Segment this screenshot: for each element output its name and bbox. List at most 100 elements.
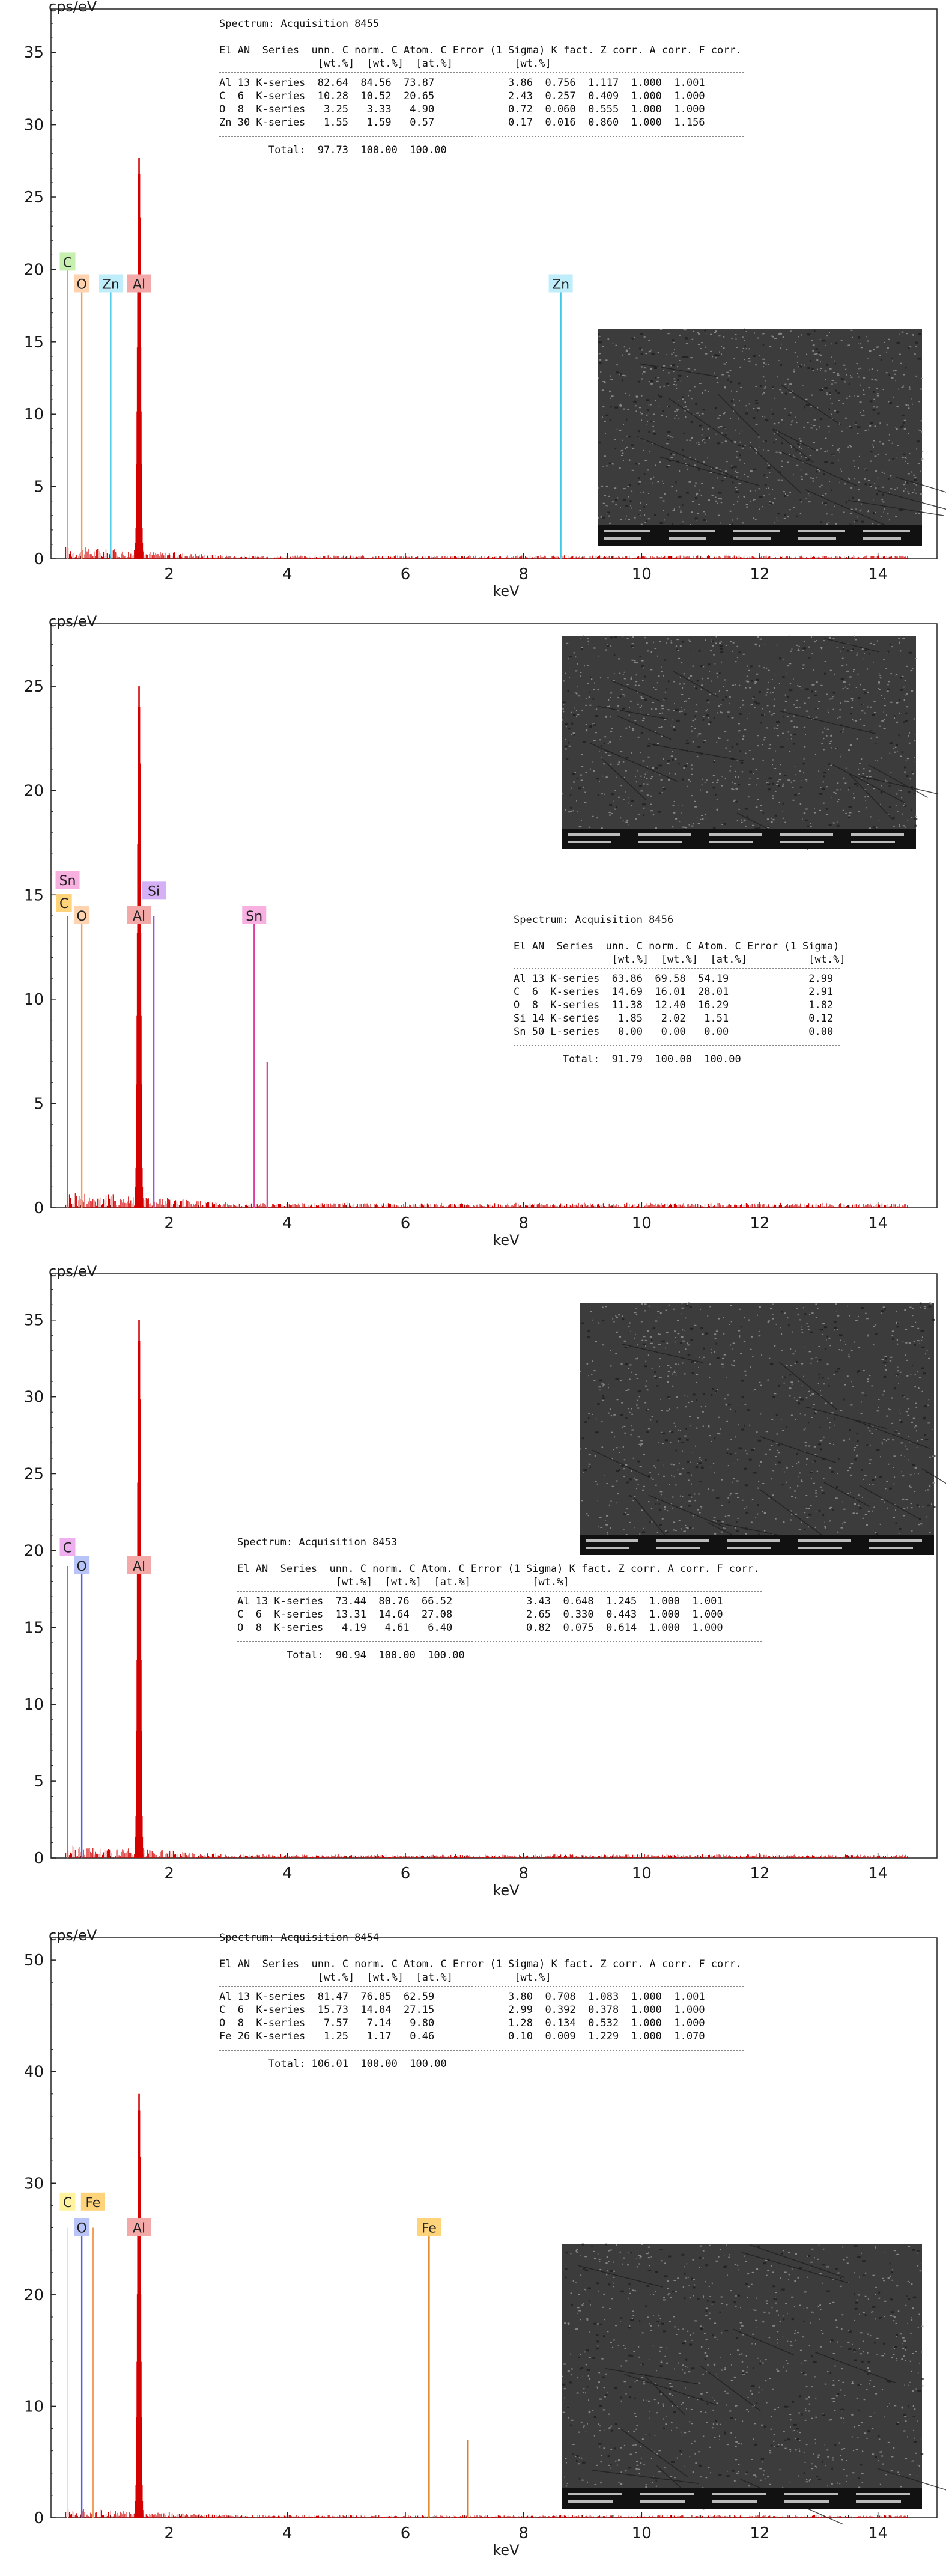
eds-spectrum-panel-3: 0 5 10 15 20 25 30 35 2 4 6 8 10 12 14 cps/eV keV CO Al Spe… bbox=[24, 1263, 946, 1899]
x-tick-label: 14 bbox=[868, 1214, 888, 1232]
y-tick-label: 5 bbox=[34, 1095, 44, 1113]
y-tick-label: 10 bbox=[24, 991, 44, 1009]
sem-info-text bbox=[712, 2500, 757, 2503]
table-row: C 6 K-series 13.31 14.64 27.08 2.65 0.33… bbox=[237, 1609, 723, 1621]
peak-label-box bbox=[74, 274, 90, 293]
x-axis-label: keV bbox=[493, 1882, 520, 1899]
x-axis-label: keV bbox=[493, 583, 520, 600]
sem-scratches bbox=[592, 1344, 946, 1544]
peak-label-box bbox=[99, 274, 123, 293]
y-tick-label: 35 bbox=[24, 1312, 44, 1330]
sem-info-text bbox=[727, 1539, 780, 1542]
x-tick-label: 6 bbox=[401, 2524, 411, 2542]
x-tick-label: 12 bbox=[750, 1865, 769, 1883]
table-header-units: [wt.%] [wt.%] [at.%] [wt.%] bbox=[237, 1576, 569, 1588]
background-continuum bbox=[65, 547, 908, 559]
peak-label-box bbox=[127, 2218, 151, 2236]
table-row: Zn 30 K-series 1.55 1.59 0.57 0.17 0.016… bbox=[219, 117, 705, 129]
y-tick-label: 40 bbox=[24, 2063, 44, 2081]
background-continuum bbox=[65, 1193, 908, 1208]
table-title: Spectrum: Acquisition 8455 bbox=[219, 18, 379, 30]
peak-label: Al bbox=[133, 278, 145, 293]
x-axis-label: keV bbox=[493, 2542, 520, 2559]
x-tick-label: 8 bbox=[518, 1865, 529, 1883]
sem-texture bbox=[562, 2244, 924, 2489]
peak-label-box bbox=[74, 906, 90, 924]
peak-label: Al bbox=[133, 909, 145, 924]
table-header-units: [wt.%] [wt.%] [at.%] [wt.%] bbox=[514, 954, 846, 966]
sem-texture bbox=[562, 635, 917, 829]
peak-label: Al bbox=[133, 2221, 145, 2236]
y-tick-label: 0 bbox=[34, 1850, 44, 1868]
y-tick-label: 30 bbox=[24, 2175, 44, 2193]
y-tick-label: 5 bbox=[34, 1773, 44, 1791]
peak-label-box bbox=[242, 906, 267, 924]
x-axis-label: keV bbox=[493, 1232, 520, 1249]
y-tick-label: 5 bbox=[34, 478, 44, 496]
sem-image-background bbox=[580, 1303, 934, 1555]
sem-info-bar bbox=[562, 2488, 922, 2509]
y-tick-label: 10 bbox=[24, 1696, 44, 1714]
y-tick-label: 10 bbox=[24, 2398, 44, 2416]
y-tick-label: 20 bbox=[24, 261, 44, 279]
x-tick-label: 14 bbox=[868, 565, 888, 583]
peak-label: Al bbox=[133, 1559, 145, 1574]
sem-info-text bbox=[733, 537, 771, 540]
x-tick-label: 10 bbox=[632, 2524, 652, 2542]
sem-info-text bbox=[856, 2500, 901, 2503]
sem-image-background bbox=[562, 636, 916, 849]
x-tick-label: 4 bbox=[282, 1865, 293, 1883]
peak-label-box bbox=[56, 894, 72, 912]
sem-info-text bbox=[798, 530, 845, 532]
table-row: Al 13 K-series 82.64 84.56 73.87 3.86 0.… bbox=[219, 77, 705, 89]
sem-info-text bbox=[851, 841, 895, 843]
sem-info-text bbox=[568, 2500, 613, 2503]
peak-label-box bbox=[142, 881, 166, 900]
sem-info-text bbox=[727, 1547, 771, 1549]
sem-texture-dark bbox=[581, 1302, 936, 1536]
x-tick-label: 12 bbox=[750, 2524, 769, 2542]
sem-info-text bbox=[638, 833, 691, 836]
sem-micrograph bbox=[562, 635, 938, 850]
sem-micrograph bbox=[562, 2243, 946, 2525]
sem-info-text bbox=[863, 537, 901, 540]
peak-label-box bbox=[55, 870, 80, 889]
x-tick-label: 12 bbox=[750, 565, 769, 583]
y-tick-label: 15 bbox=[24, 886, 44, 904]
x-tick-label: 2 bbox=[164, 1865, 174, 1883]
peak-label-box bbox=[74, 1556, 90, 1574]
y-tick-label: 30 bbox=[24, 117, 44, 135]
peak-label-box bbox=[74, 2218, 90, 2236]
peak-label: O bbox=[76, 1559, 86, 1574]
sem-info-text bbox=[669, 530, 715, 532]
sem-info-text bbox=[638, 841, 682, 843]
peak-label: Fe bbox=[422, 2221, 437, 2236]
table-total: Total: 91.79 100.00 100.00 bbox=[514, 1053, 741, 1065]
sem-info-text bbox=[709, 841, 753, 843]
x-tick-label: 8 bbox=[518, 2524, 529, 2542]
sem-texture bbox=[580, 1302, 935, 1535]
table-row: O 8 K-series 11.38 12.40 16.29 1.82 bbox=[514, 999, 833, 1011]
peak-label: Zn bbox=[552, 278, 569, 293]
sem-info-text bbox=[851, 833, 904, 836]
sem-info-text bbox=[604, 530, 650, 532]
peak-label: O bbox=[76, 278, 86, 293]
x-tick-label: 6 bbox=[401, 1214, 411, 1232]
peak-label-box bbox=[417, 2218, 441, 2236]
sem-image-background bbox=[562, 2244, 922, 2509]
al-peak bbox=[135, 1320, 144, 1858]
sem-info-text bbox=[656, 1547, 700, 1549]
y-tick-label: 15 bbox=[24, 333, 44, 352]
quant-table: Spectrum: Acquisition 8454 El AN Series u… bbox=[219, 1932, 745, 2070]
x-tick-label: 4 bbox=[282, 2524, 293, 2542]
y-axis-label: cps/eV bbox=[49, 1927, 97, 1944]
sem-info-bar bbox=[580, 1535, 934, 1555]
table-row: O 8 K-series 3.25 3.33 4.90 0.72 0.060 0… bbox=[219, 103, 705, 115]
y-tick-label: 30 bbox=[24, 1389, 44, 1407]
table-row: Al 13 K-series 81.47 76.85 62.59 3.80 0.… bbox=[219, 1991, 705, 2003]
sem-info-text bbox=[604, 537, 641, 540]
eds-spectrum-panel-4: 0 10 20 30 40 50 2 4 6 8 10 12 14 cps/eV keV C Fe O Al Fe Sp… bbox=[24, 1927, 946, 2559]
x-tick-label: 2 bbox=[164, 1214, 174, 1232]
x-tick-label: 2 bbox=[164, 2524, 174, 2542]
